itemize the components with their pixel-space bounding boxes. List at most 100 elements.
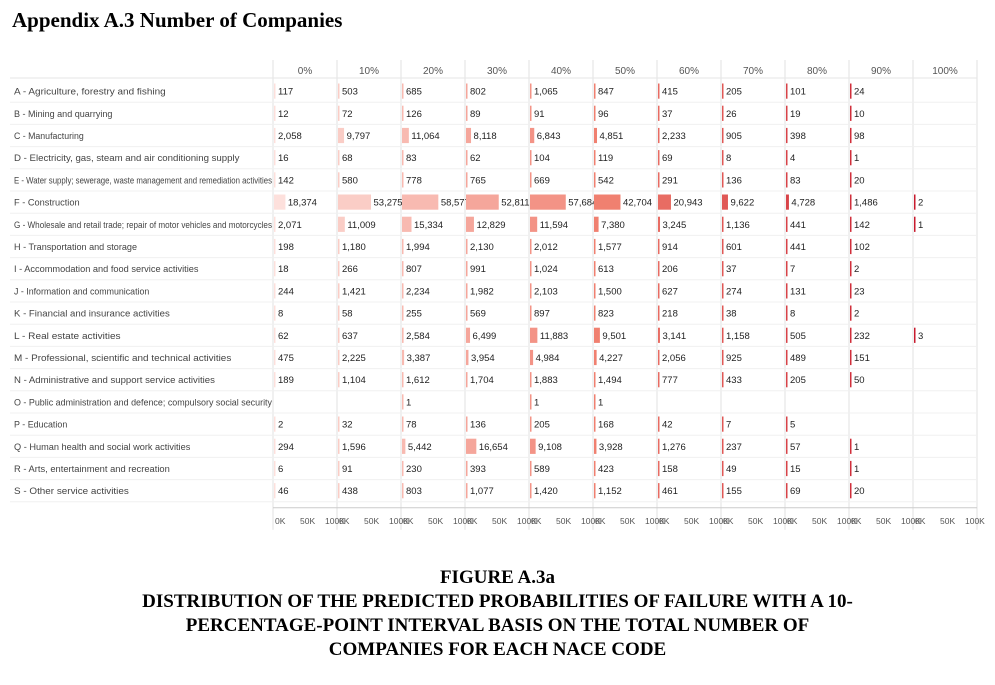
x-tick-label: 0K [531, 516, 542, 526]
bar [850, 194, 852, 210]
data-label: 19 [790, 109, 801, 120]
data-label: 2,103 [534, 286, 558, 297]
bar [786, 283, 788, 299]
bar [402, 83, 404, 99]
bar [722, 150, 724, 166]
appendix-heading: Appendix A.3 Number of Companies [12, 8, 343, 32]
bar [402, 127, 409, 144]
bar [594, 216, 599, 232]
bar [594, 416, 596, 432]
data-label: 58 [342, 309, 353, 320]
bar [850, 305, 852, 321]
row-label: K - Financial and insurance activities [14, 309, 170, 319]
panel-header-90pct: 90% [871, 66, 891, 77]
bar [274, 83, 276, 99]
x-tick-label: 0K [723, 516, 734, 526]
bar [466, 194, 499, 210]
bar [530, 105, 532, 121]
bar [274, 127, 276, 144]
data-label: 6,499 [473, 331, 497, 342]
data-label: 96 [598, 109, 609, 120]
bar [658, 261, 660, 277]
bar [594, 105, 596, 121]
data-label: 777 [662, 375, 678, 386]
data-label: 2,058 [278, 131, 302, 142]
bar [658, 460, 660, 477]
bar [402, 305, 404, 321]
bar [594, 172, 596, 188]
panel-header-30pct: 30% [487, 66, 507, 77]
bar [530, 216, 538, 232]
bar [466, 238, 468, 255]
bar [914, 327, 916, 343]
bar [850, 83, 852, 99]
data-label: 37 [726, 264, 737, 275]
data-label: 438 [342, 486, 358, 497]
bar [594, 261, 596, 277]
data-label: 8 [790, 309, 795, 320]
bar [530, 438, 536, 454]
data-label: 1,704 [470, 375, 494, 386]
bar [402, 216, 412, 232]
bar [786, 216, 788, 232]
row-label: B - Mining and quarrying [14, 109, 112, 119]
x-tick-label: 50K [620, 516, 635, 526]
data-label: 57 [790, 442, 801, 453]
x-tick-label: 50K [492, 516, 507, 526]
bar [402, 327, 404, 343]
bar [722, 194, 728, 210]
data-label: 669 [534, 175, 550, 186]
bar [402, 416, 404, 432]
bar [786, 83, 788, 99]
bar [274, 416, 276, 432]
data-label: 1,136 [726, 220, 750, 231]
row-label: F - Construction [14, 198, 80, 208]
bar [274, 460, 276, 477]
bar [658, 194, 671, 210]
bar [850, 438, 852, 454]
data-label: 10 [854, 109, 865, 120]
data-label: 1,065 [534, 87, 558, 98]
data-label: 52,811 [501, 198, 529, 209]
data-label: 6 [278, 464, 283, 475]
x-tick-label: 0K [787, 516, 798, 526]
data-label: 569 [470, 309, 486, 320]
data-label: 98 [854, 131, 865, 142]
bar [530, 150, 532, 166]
bar [786, 349, 788, 366]
bar [274, 150, 276, 166]
bar [338, 438, 340, 454]
data-label: 807 [406, 264, 422, 275]
panel-header-40pct: 40% [551, 66, 571, 77]
bar [274, 283, 276, 299]
data-label: 1,494 [598, 375, 622, 386]
data-label: 2 [918, 198, 923, 209]
small-multiples-bar-chart: 0% 10% 20% 30% 40% 50% 60% 70% 80% 90% 100% A - Agr… [10, 60, 985, 530]
x-tick-label: 100K [645, 516, 665, 526]
bar [466, 483, 468, 499]
panel-header-80pct: 80% [807, 66, 827, 77]
x-tick-label: 0K [467, 516, 478, 526]
data-label: 1,077 [470, 486, 494, 497]
data-label: 189 [278, 375, 294, 386]
data-label: 198 [278, 242, 294, 253]
bar [466, 327, 471, 343]
bar [850, 349, 852, 366]
bar [530, 127, 535, 144]
data-label: 78 [406, 420, 417, 431]
bar [402, 394, 404, 410]
data-label: 897 [534, 309, 550, 320]
bar [466, 438, 477, 454]
x-tick-label: 100K [453, 516, 473, 526]
data-label: 580 [342, 175, 358, 186]
data-label: 274 [726, 286, 742, 297]
data-label: 1 [854, 153, 859, 164]
x-tick-label: 100K [517, 516, 537, 526]
data-label: 5,442 [408, 442, 432, 453]
bar [722, 83, 724, 99]
x-tick-label: 0K [403, 516, 414, 526]
data-label: 12 [278, 109, 289, 120]
data-label: 601 [726, 242, 742, 253]
bar [338, 261, 340, 277]
bar [466, 105, 468, 121]
